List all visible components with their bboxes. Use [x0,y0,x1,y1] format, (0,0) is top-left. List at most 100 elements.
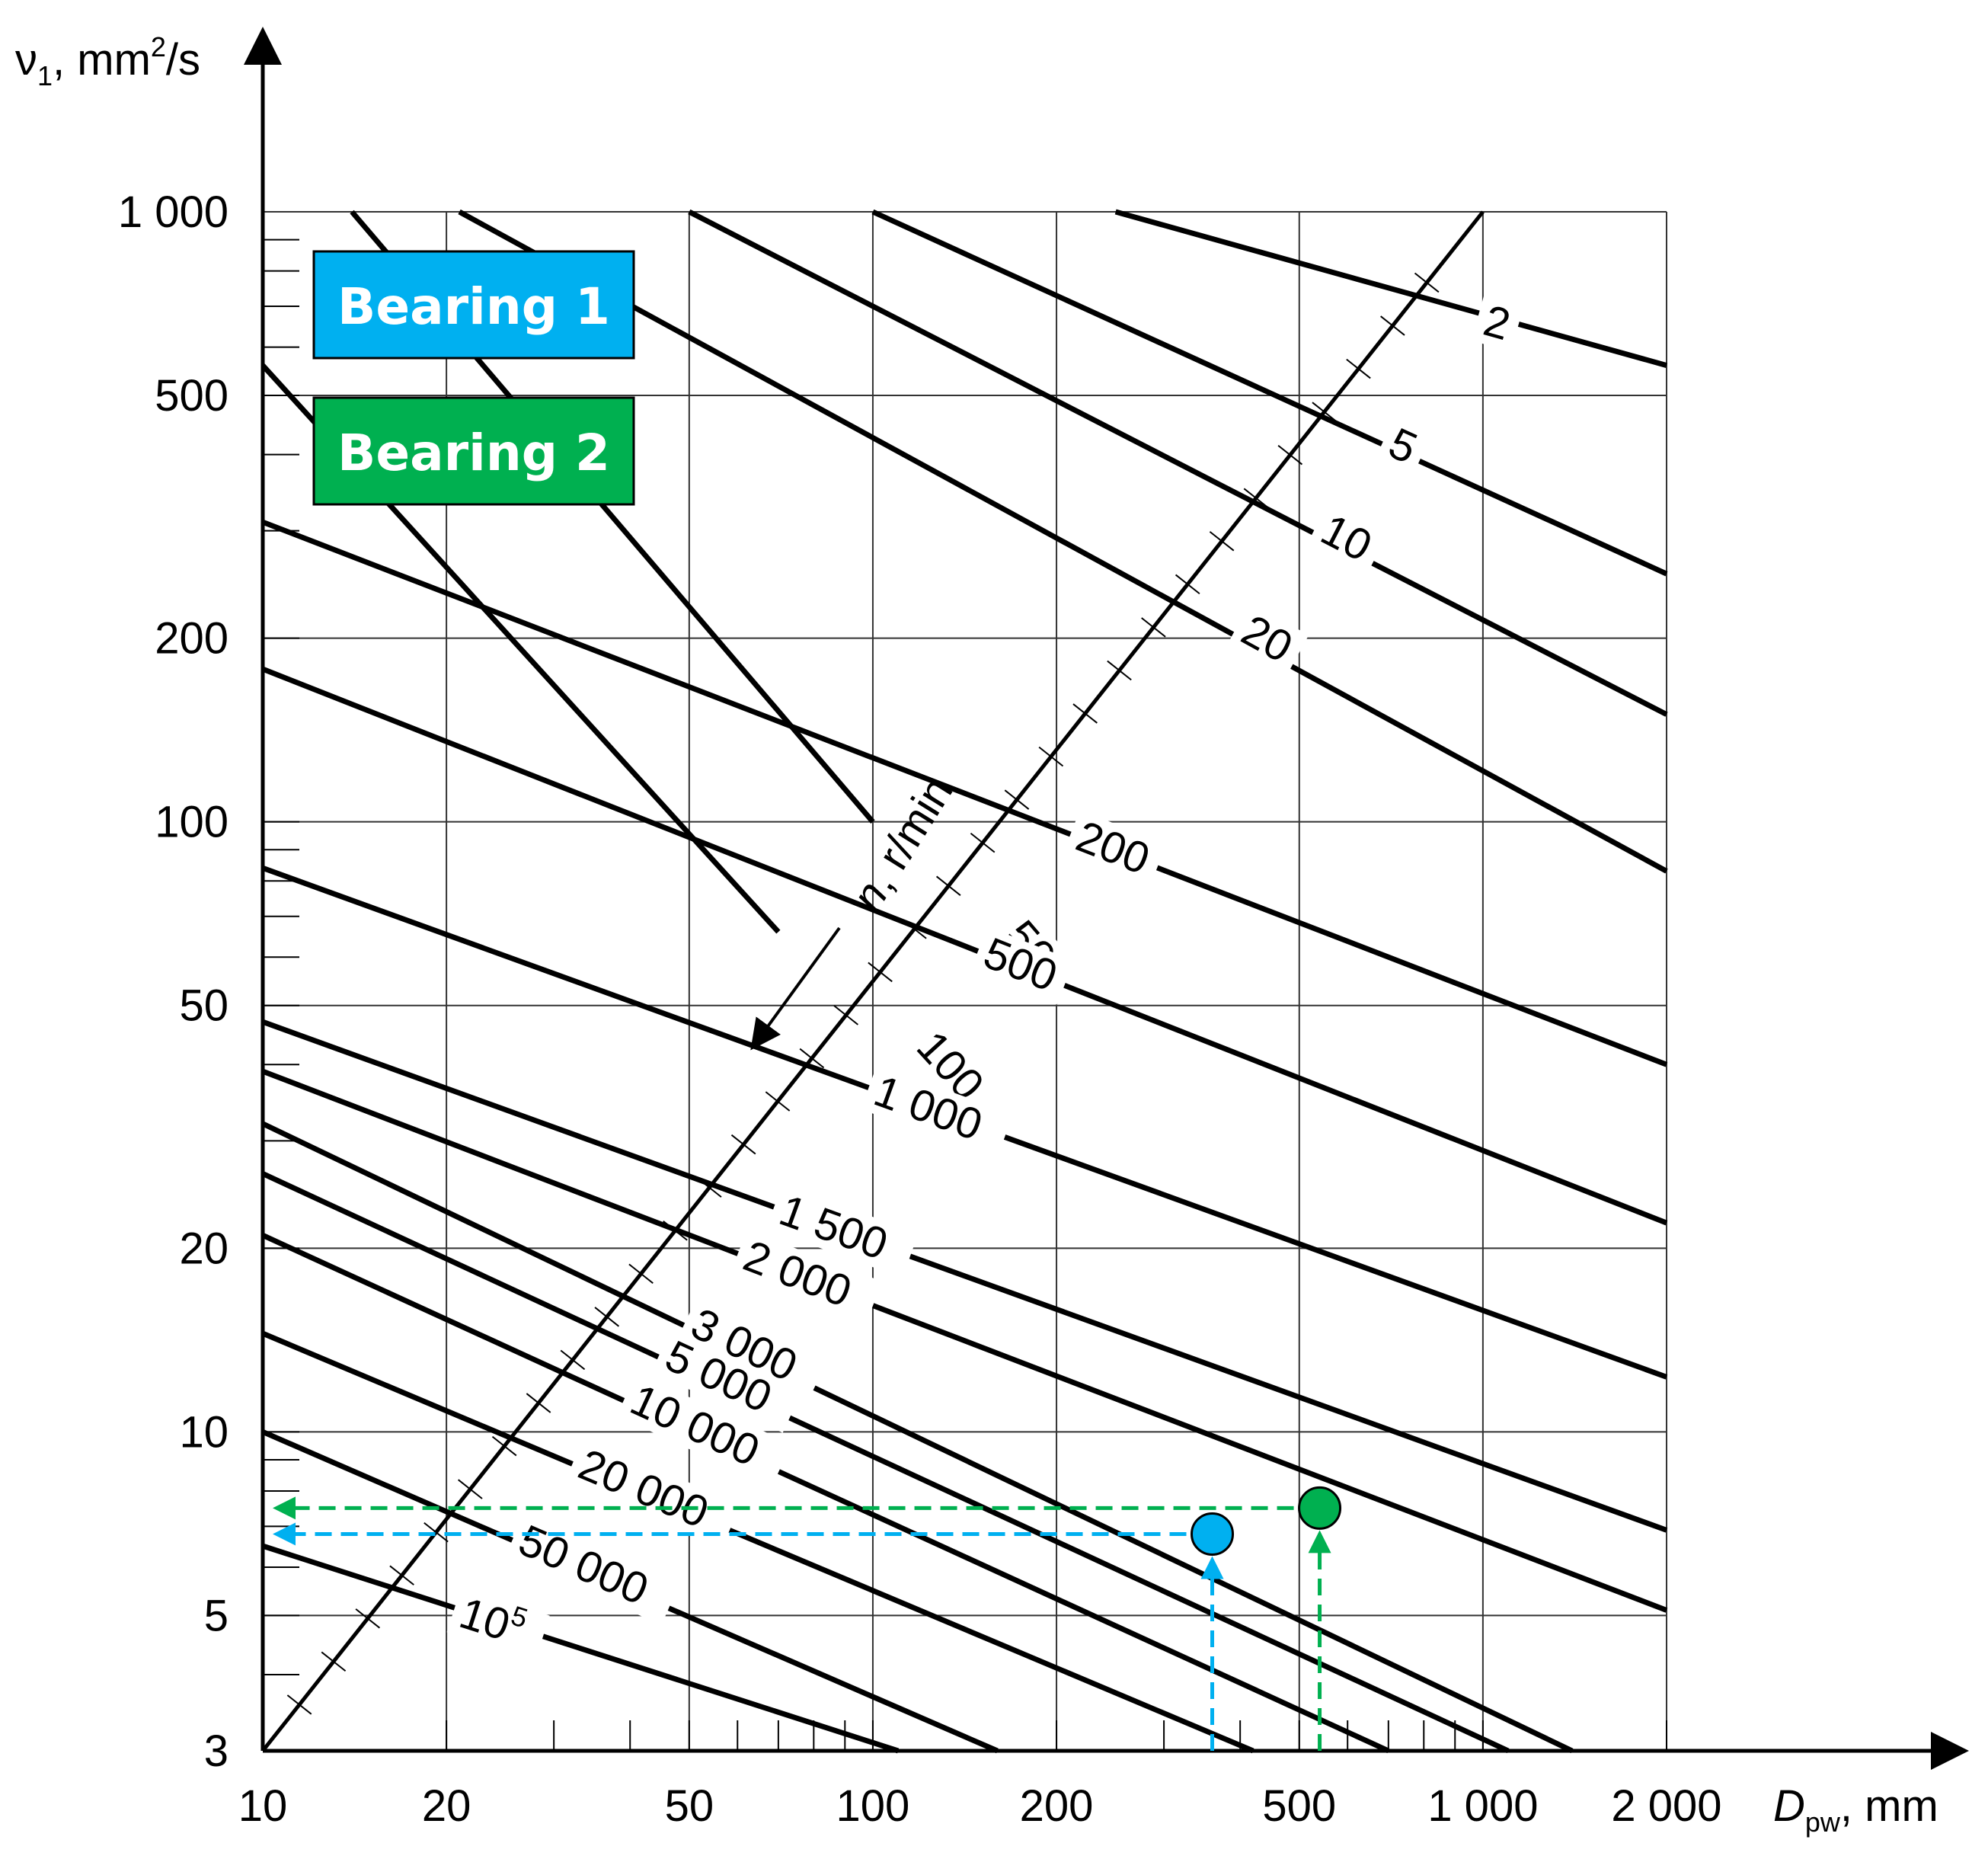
speed-label: 50 000 [505,1513,681,1625]
speed-label-text: 20 000 [572,1439,716,1537]
speed-scale-tick [1312,402,1337,422]
speed-label-bg [1375,416,1432,477]
y-tick-label: 50 [179,981,229,1031]
bearing-marker [1298,1486,1342,1530]
speed-scale-tick [970,832,996,853]
speed-scale-tick [423,1521,449,1543]
speed-label-bg [446,1587,550,1661]
speed-line [261,1330,1254,1754]
speed-label-bg [505,1513,681,1625]
y-tick-label: 100 [155,798,229,847]
speed-label-bg [903,1017,1001,1118]
speed-scale-tick [799,1048,825,1069]
y-tick-label: 10 [179,1407,229,1457]
speed-scale-tick [833,1005,858,1025]
legend-swatch [312,396,635,506]
x-axis-title: Dpw, mm [1773,1781,1938,1838]
speed-label-bg [616,1372,792,1487]
speed-line [261,1068,1668,1613]
speed-label-bg [1306,502,1389,575]
speed-scale-tick [594,1307,620,1327]
axes: 10 20 50 100 200 500 1 000 2 000 3 5 10 20 50 100 200 5… [15,27,1969,1838]
legend-label: Bearing 2 [337,424,610,482]
speed-scale-tick [935,875,961,896]
speed-label-bg [861,1064,1013,1159]
speed-scale-tick [765,1091,791,1112]
speed-label-bg [1063,810,1167,888]
y-tick-label: 5 [204,1591,229,1640]
legend-label: Bearing 1 [337,277,610,336]
speed-scale-tick [663,1221,688,1241]
legend: Bearing 1 Bearing 2 [312,250,635,506]
speed-scale-tick [1107,660,1132,681]
speed-line [261,1171,1510,1754]
speed-label-bg [564,1438,741,1548]
x-tick-label: 50 [665,1781,714,1831]
speed-label: 200 [1063,810,1167,888]
speed-label-bg [1471,295,1524,352]
y-tick-label: 200 [155,614,229,664]
x-tick-label: 2 000 [1611,1781,1721,1831]
speed-line [1114,209,1667,368]
speed-scale-tick [1141,617,1166,638]
speed-scale-tick [1072,703,1098,724]
speed-scale-tick [1277,444,1303,466]
x-tick-label: 1 000 [1427,1781,1538,1831]
speed-scale-tick [1380,315,1405,336]
speed-label: 105 [446,1587,550,1661]
speed-scale-tick [1004,789,1030,810]
speed-label: 20 [1227,603,1309,677]
speed-scale-tick [1175,574,1200,595]
speed-scale-tick [526,1393,551,1413]
speed-line [261,1233,1390,1754]
bearing-marker [1191,1512,1235,1556]
speed-scale-tick [389,1565,414,1585]
speed-scale-line [261,210,1485,1752]
x-tick-label: 200 [1020,1781,1094,1831]
speed-line [261,666,1668,1226]
bearing-markers [273,1486,1342,1751]
speed-line [871,209,1668,577]
speed-scale-tick [1346,358,1371,379]
speed-line [458,209,1668,874]
speed-line [261,1121,1574,1754]
speed-line [261,1019,1668,1533]
speed-label-bg [1227,603,1309,677]
speed-scale-tick [491,1435,517,1457]
y-tick-label: 3 [204,1726,229,1776]
x-tick-label: 20 [422,1781,471,1831]
speed-scale-tick [1243,488,1269,508]
speed-label-bg [970,926,1075,1005]
y-tick-label: 20 [179,1224,229,1273]
x-tick-label: 10 [238,1781,288,1831]
speed-scale-tick [868,961,893,983]
speed-label-bg [651,1329,803,1433]
speed-label: 5 [1375,416,1432,477]
speed-scale-tick [560,1349,586,1371]
speed-scale-title: n, r/min [842,768,963,919]
speed-scale-title-text: n, r/min [842,768,963,919]
speed-scale-tick [355,1608,381,1629]
speed-line [688,209,1668,717]
speed-line [261,519,1668,1067]
speed-scale-tick [1038,746,1064,767]
x-tick-label: 100 [836,1781,910,1831]
speed-label-bg [676,1297,829,1402]
speed-scale-tick [902,919,927,939]
speed-scale-tick [1414,272,1440,293]
speed-scale-tick [628,1263,654,1285]
speed-lines [260,209,1668,1754]
legend-swatch [312,250,635,360]
speed-scale-tick [697,1177,722,1198]
speed-direction-arrow [750,926,841,1051]
speed-scale-tick [321,1651,347,1672]
speed-scale-tick [1209,531,1235,552]
speed-label-bg [730,1229,883,1326]
y-tick-label: 1 000 [118,187,229,237]
y-axis-title: ν1, mm2/s [15,31,200,91]
speed-label-bg [766,1184,919,1278]
speed-label-text: 50 000 [512,1515,656,1614]
y-tick-label: 500 [155,371,229,421]
speed-scale-tick [730,1134,756,1155]
